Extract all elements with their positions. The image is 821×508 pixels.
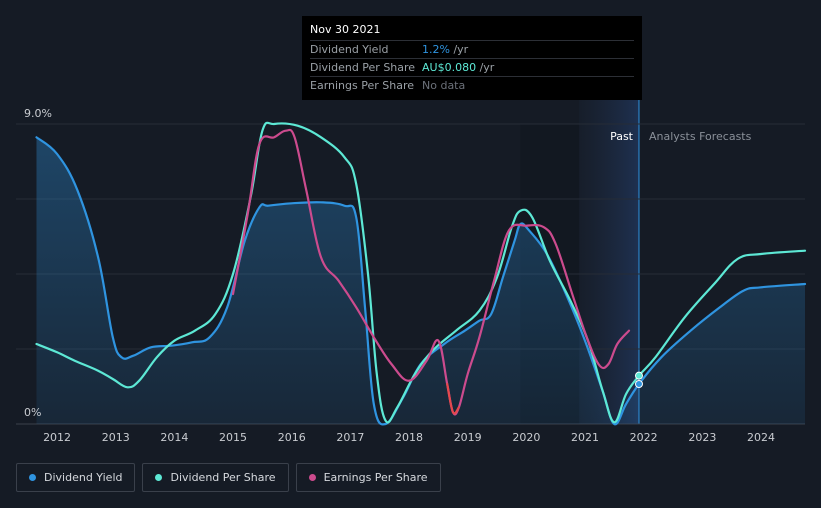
tooltip-value: AU$0.080 bbox=[422, 61, 477, 74]
x-tick-label: 2024 bbox=[747, 431, 775, 444]
tooltip-label: Dividend Yield bbox=[310, 43, 389, 56]
dividend-per-share-line bbox=[35, 121, 807, 424]
x-tick-label: 2015 bbox=[219, 431, 247, 444]
x-tick-label: 2019 bbox=[454, 431, 482, 444]
forecast-label: Analysts Forecasts bbox=[649, 130, 752, 143]
tooltip-label: Dividend Per Share bbox=[310, 61, 416, 74]
hover-point-marker bbox=[634, 371, 643, 380]
x-tick-label: 2012 bbox=[43, 431, 71, 444]
legend-dot-icon bbox=[155, 474, 163, 481]
x-tick-label: 2017 bbox=[336, 431, 364, 444]
tooltip-row-earnings-per-share: Earnings Per Share No data bbox=[310, 77, 634, 94]
x-tick-label: 2022 bbox=[630, 431, 658, 444]
x-tick-label: 2018 bbox=[395, 431, 423, 444]
tooltip-label: Earnings Per Share bbox=[310, 79, 415, 92]
tooltip-unit: /yr bbox=[449, 43, 469, 56]
earnings-per-share-negative-segment bbox=[446, 382, 460, 415]
legend-dot-icon bbox=[29, 474, 36, 481]
legend-label: Earnings Per Share bbox=[323, 471, 428, 484]
y-axis-bottom-label: 0% bbox=[24, 406, 41, 419]
earnings-per-share-line bbox=[231, 128, 631, 416]
dividend-yield-area bbox=[36, 137, 805, 425]
legend-item-dividend-per-share[interactable]: Dividend Per Share bbox=[142, 463, 289, 492]
x-tick-label: 2013 bbox=[102, 431, 130, 444]
hover-point-marker bbox=[634, 380, 643, 388]
tooltip-row-dividend-yield: Dividend Yield 1.2% /yr bbox=[310, 41, 634, 59]
tooltip: Nov 30 2021 Dividend Yield 1.2% /yr Divi… bbox=[302, 16, 642, 100]
x-tick-label: 2016 bbox=[278, 431, 306, 444]
tooltip-row-dividend-per-share: Dividend Per Share AU$0.080 /yr bbox=[310, 59, 634, 77]
legend-item-earnings-per-share[interactable]: Earnings Per Share bbox=[295, 463, 441, 492]
legend-label: Dividend Per Share bbox=[170, 471, 276, 484]
y-axis-top-label: 9.0% bbox=[24, 107, 52, 120]
tooltip-unit: /yr bbox=[476, 61, 495, 74]
x-tick-label: 2021 bbox=[571, 431, 599, 444]
past-label: Past bbox=[610, 130, 634, 143]
legend: Dividend Yield Dividend Per Share Earnin… bbox=[16, 463, 441, 492]
legend-label: Dividend Yield bbox=[44, 471, 123, 484]
tooltip-date: Nov 30 2021 bbox=[310, 22, 634, 41]
x-tick-label: 2023 bbox=[688, 431, 716, 444]
legend-item-dividend-yield[interactable]: Dividend Yield bbox=[16, 463, 136, 492]
x-tick-label: 2014 bbox=[160, 431, 188, 444]
x-tick-label: 2020 bbox=[512, 431, 540, 444]
legend-dot-icon bbox=[308, 474, 316, 481]
tooltip-value: No data bbox=[422, 79, 466, 92]
tooltip-value: 1.2% bbox=[422, 43, 450, 56]
